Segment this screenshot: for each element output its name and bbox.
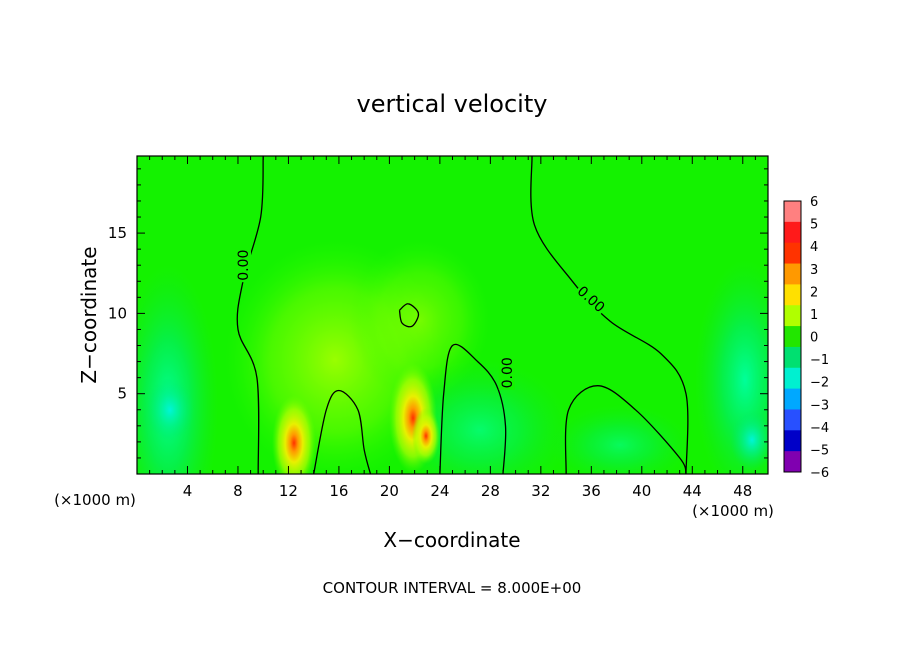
x-tick-label: 24 [430, 482, 449, 500]
colorbar-label: −6 [810, 466, 829, 481]
contour-label-gap [573, 281, 610, 317]
x-unit-left: (×1000 m) [54, 491, 136, 509]
x-tick-label: 44 [683, 482, 702, 500]
contour-label-gap [498, 355, 515, 390]
contour-label: 0.00 [236, 250, 252, 281]
y-tick-label: 5 [117, 385, 127, 403]
colorbar-label: −3 [810, 398, 829, 413]
colorbar-swatch [784, 346, 801, 369]
colorbar-swatch [784, 221, 801, 244]
x-tick-label: 4 [183, 482, 193, 500]
field-cyan-spot-right [730, 410, 768, 470]
colorbar-swatch [784, 284, 801, 306]
field-warm-core-center-2 [412, 408, 440, 464]
field-warm-core-left [272, 395, 316, 474]
colorbar-swatch [784, 409, 801, 431]
contour-line [530, 156, 689, 474]
field-warm-region-upper [350, 240, 490, 400]
x-tick-label: 28 [481, 482, 500, 500]
x-tick-label: 16 [329, 482, 348, 500]
colorbar-swatch [784, 305, 801, 327]
colorbar-label: −4 [810, 421, 829, 436]
contour-line [439, 343, 507, 474]
x-tick-label: 20 [380, 482, 399, 500]
colorbar-label: 2 [810, 285, 818, 300]
contour-interval-text: CONTOUR INTERVAL = 8.000E+00 [323, 579, 582, 597]
colorbar-label: −1 [810, 353, 829, 368]
colorbar-label: 0 [810, 331, 818, 346]
x-axis-label: X−coordinate [383, 528, 520, 552]
x-tick-label: 12 [279, 482, 298, 500]
colorbar-swatch [784, 388, 801, 410]
colorbar-swatch [784, 451, 801, 473]
contour-line [398, 303, 420, 328]
colorbar-label: 6 [810, 195, 818, 210]
y-tick-label: 15 [108, 224, 127, 242]
x-tick-label: 36 [582, 482, 601, 500]
contour-label: 0.00 [500, 357, 516, 388]
velocity-field [137, 156, 768, 474]
chart-title: vertical velocity [357, 90, 548, 118]
x-tick-label: 32 [531, 482, 550, 500]
x-tick-label: 40 [632, 482, 651, 500]
contour-line [564, 385, 687, 474]
colorbar-label: 1 [810, 308, 818, 323]
x-unit-right: (×1000 m) [692, 502, 774, 520]
colorbar: 6 5 4 3 2 1 0 −1 −2 −3 −4 −5 −6 [783, 195, 829, 481]
colorbar-label: 4 [810, 240, 818, 255]
contour-lines [236, 156, 689, 474]
y-tick-label: 10 [108, 304, 127, 322]
colorbar-swatch [784, 367, 801, 390]
contour-line [313, 389, 372, 474]
colorbar-label: −2 [810, 376, 829, 391]
y-axis-label: Z−coordinate [77, 246, 101, 383]
colorbar-swatch [784, 326, 801, 348]
colorbar-label: 3 [810, 263, 818, 278]
colorbar-swatch [784, 242, 801, 265]
colorbar-label: −5 [810, 443, 829, 458]
colorbar-swatch [784, 201, 801, 223]
x-tick-label: 8 [233, 482, 243, 500]
contour-label-gap [235, 248, 252, 283]
colorbar-label: 5 [810, 218, 818, 233]
x-tick-label: 48 [733, 482, 752, 500]
colorbar-frame [783, 200, 802, 473]
field-cyan-spot-left [146, 378, 194, 442]
colorbar-swatch [784, 263, 801, 285]
colorbar-swatch [784, 430, 801, 452]
contour-line [236, 156, 264, 474]
field-cool-region-low [550, 405, 690, 474]
